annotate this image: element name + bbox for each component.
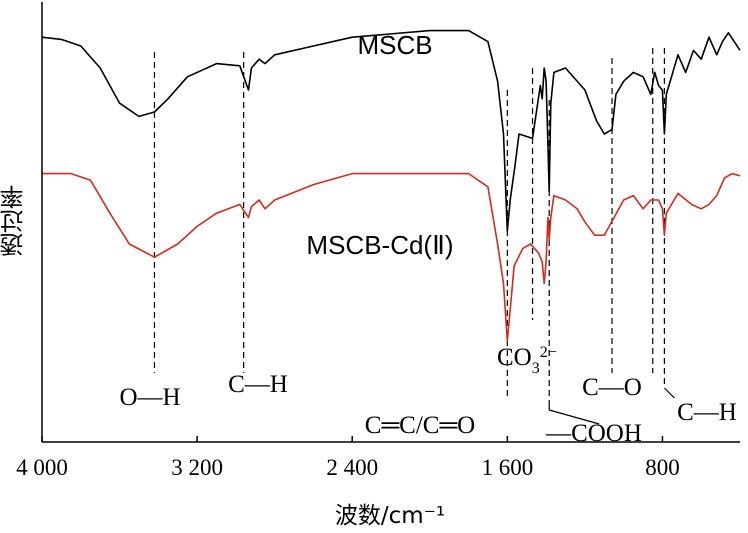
x-axis-label: 波数/cm⁻¹ — [335, 503, 445, 529]
peak-annotation: O—H — [119, 384, 180, 411]
peak-annotation: C—H — [677, 399, 737, 426]
x-tick-label: 3 200 — [171, 455, 223, 480]
annotation-subscript: 3 — [532, 360, 540, 377]
series-line-mscb-cd — [42, 172, 741, 342]
series-line-mscb — [41, 29, 741, 232]
peak-annotation: C═C/C═O — [365, 412, 475, 439]
peak-annotation: —COOH — [545, 420, 642, 447]
peak-annotation: CO32− — [497, 344, 557, 377]
series-label: MSCB — [357, 30, 432, 60]
x-tick-label: 1 600 — [481, 455, 533, 480]
ch-leader-line — [663, 387, 675, 399]
series-label: MSCB-Cd(Ⅱ) — [306, 230, 453, 260]
x-tick-label: 800 — [645, 455, 680, 480]
x-tick-label: 4 000 — [16, 455, 68, 480]
x-tick-label: 2 400 — [326, 455, 378, 480]
y-axis-label: 透过率 — [0, 185, 28, 257]
cooh-leader-line — [548, 400, 600, 425]
annotation-superscript: 2− — [540, 344, 557, 361]
peak-annotation: C—H — [228, 371, 288, 398]
peak-annotation: C—O — [582, 374, 642, 401]
